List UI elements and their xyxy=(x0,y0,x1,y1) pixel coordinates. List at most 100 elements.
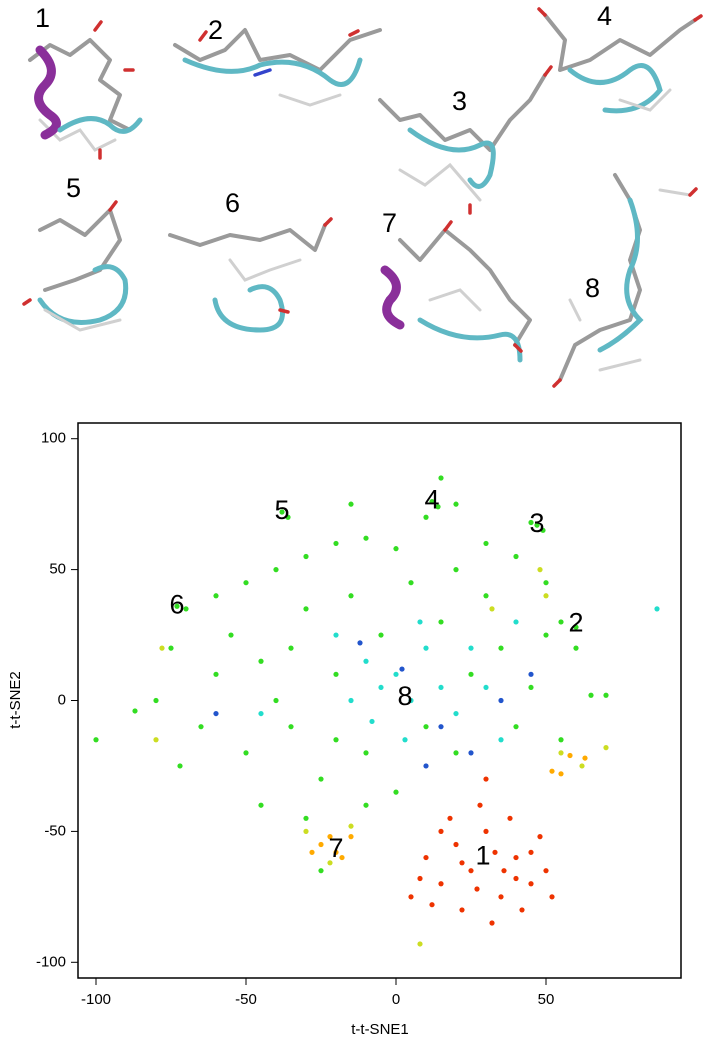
point xyxy=(468,645,474,651)
point xyxy=(327,860,333,866)
point xyxy=(273,567,279,573)
ribbon xyxy=(407,127,496,189)
structure xyxy=(28,20,143,160)
stick xyxy=(398,228,532,347)
ribbon xyxy=(57,116,143,134)
point xyxy=(498,894,504,900)
point xyxy=(537,834,543,840)
point xyxy=(603,745,609,751)
point xyxy=(654,606,660,612)
structure xyxy=(537,7,703,114)
structure xyxy=(173,28,382,107)
point xyxy=(573,645,579,651)
point xyxy=(603,692,609,698)
point xyxy=(348,593,354,599)
point xyxy=(588,692,594,698)
point xyxy=(483,593,489,599)
y-tick-label: 100 xyxy=(41,430,66,447)
point xyxy=(453,750,459,756)
point xyxy=(543,580,549,586)
point xyxy=(474,886,480,892)
point xyxy=(333,540,339,547)
structures: 1 2 3 4 xyxy=(22,1,703,388)
point xyxy=(435,504,441,510)
point xyxy=(228,632,234,638)
point xyxy=(243,580,249,586)
x-axis-label: t-t-SNE1 xyxy=(351,1021,409,1038)
point xyxy=(447,815,453,821)
point xyxy=(318,841,324,848)
point xyxy=(543,632,549,638)
point xyxy=(483,540,489,547)
point xyxy=(489,606,495,612)
point xyxy=(438,619,444,625)
point xyxy=(348,697,354,704)
helix xyxy=(34,45,61,140)
stick xyxy=(543,13,697,72)
point xyxy=(393,789,399,795)
point xyxy=(483,828,489,834)
point xyxy=(303,828,309,834)
point xyxy=(543,868,549,874)
point xyxy=(258,802,264,808)
point xyxy=(363,802,369,808)
y-tick-label: -50 xyxy=(44,822,66,839)
ribbon xyxy=(212,284,285,333)
point xyxy=(408,697,414,704)
point xyxy=(549,894,555,900)
stick xyxy=(278,217,333,314)
y-tick-label: -100 xyxy=(36,953,66,970)
point xyxy=(309,849,315,855)
x-tick-label: 0 xyxy=(392,991,400,1008)
point xyxy=(333,737,339,743)
point xyxy=(273,697,279,704)
point xyxy=(288,645,294,651)
point xyxy=(348,823,354,829)
point xyxy=(498,645,504,651)
point xyxy=(393,671,399,677)
point xyxy=(429,902,435,908)
point xyxy=(483,776,489,782)
point xyxy=(528,684,534,691)
stick xyxy=(443,220,523,353)
structure-label: 4 xyxy=(597,1,612,31)
point xyxy=(453,710,459,717)
point xyxy=(537,567,543,573)
point xyxy=(438,828,444,834)
point xyxy=(489,920,495,926)
stick xyxy=(552,187,698,388)
ribbon xyxy=(567,63,663,114)
structure xyxy=(22,200,129,332)
point xyxy=(498,697,504,704)
point xyxy=(348,834,354,840)
stick xyxy=(468,65,553,215)
stick xyxy=(173,28,382,72)
x-tick-label: -100 xyxy=(81,991,111,1008)
point xyxy=(177,763,183,769)
point xyxy=(318,776,324,782)
point xyxy=(528,671,534,677)
structure xyxy=(168,217,333,333)
point xyxy=(459,907,465,913)
cluster-label: 4 xyxy=(424,485,439,515)
cluster-label: 1 xyxy=(475,841,490,871)
stick xyxy=(537,7,703,22)
point xyxy=(159,645,165,651)
point xyxy=(213,671,219,677)
stick xyxy=(168,223,327,252)
point xyxy=(513,854,519,861)
point xyxy=(501,868,507,874)
y-axis-label: t-t-SNE2 xyxy=(7,671,24,729)
point xyxy=(438,475,444,481)
point xyxy=(288,724,294,730)
structure-label: 1 xyxy=(35,3,50,33)
point xyxy=(303,606,309,612)
cluster-label: 7 xyxy=(328,833,343,863)
point xyxy=(423,724,429,730)
stick xyxy=(398,162,482,202)
point xyxy=(528,849,534,855)
point xyxy=(477,802,483,808)
point xyxy=(399,666,405,672)
point xyxy=(378,684,384,691)
